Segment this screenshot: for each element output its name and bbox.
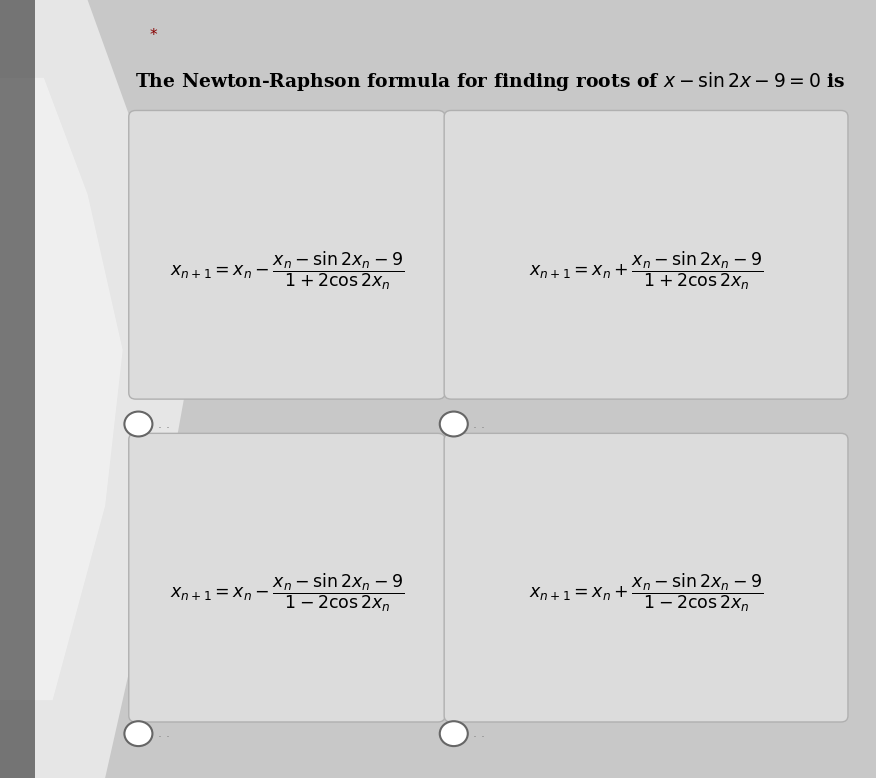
Circle shape [440,721,468,746]
Circle shape [124,721,152,746]
Text: *: * [150,27,157,43]
Text: . .: . . [473,727,485,740]
FancyBboxPatch shape [129,433,445,722]
Circle shape [124,412,152,436]
Polygon shape [0,78,123,700]
FancyBboxPatch shape [444,110,848,399]
Text: . .: . . [158,727,170,740]
Text: The Newton-Raphson formula for finding roots of $x-\sin 2x-9=0$ is: The Newton-Raphson formula for finding r… [135,70,846,93]
Text: . .: . . [473,418,485,430]
Text: $x_{n+1}=x_n-\dfrac{x_n-\sin 2x_n-9}{1+2\cos 2x_n}$: $x_{n+1}=x_n-\dfrac{x_n-\sin 2x_n-9}{1+2… [170,249,404,292]
Circle shape [440,412,468,436]
Polygon shape [0,0,193,778]
Polygon shape [0,0,35,778]
FancyBboxPatch shape [129,110,445,399]
Text: $x_{n+1}=x_n+\dfrac{x_n-\sin 2x_n-9}{1+2\cos 2x_n}$: $x_{n+1}=x_n+\dfrac{x_n-\sin 2x_n-9}{1+2… [529,249,763,292]
FancyBboxPatch shape [444,433,848,722]
Text: $x_{n+1}=x_n-\dfrac{x_n-\sin 2x_n-9}{1-2\cos 2x_n}$: $x_{n+1}=x_n-\dfrac{x_n-\sin 2x_n-9}{1-2… [170,572,404,615]
Text: . .: . . [158,418,170,430]
Text: $x_{n+1}=x_n+\dfrac{x_n-\sin 2x_n-9}{1-2\cos 2x_n}$: $x_{n+1}=x_n+\dfrac{x_n-\sin 2x_n-9}{1-2… [529,572,763,615]
